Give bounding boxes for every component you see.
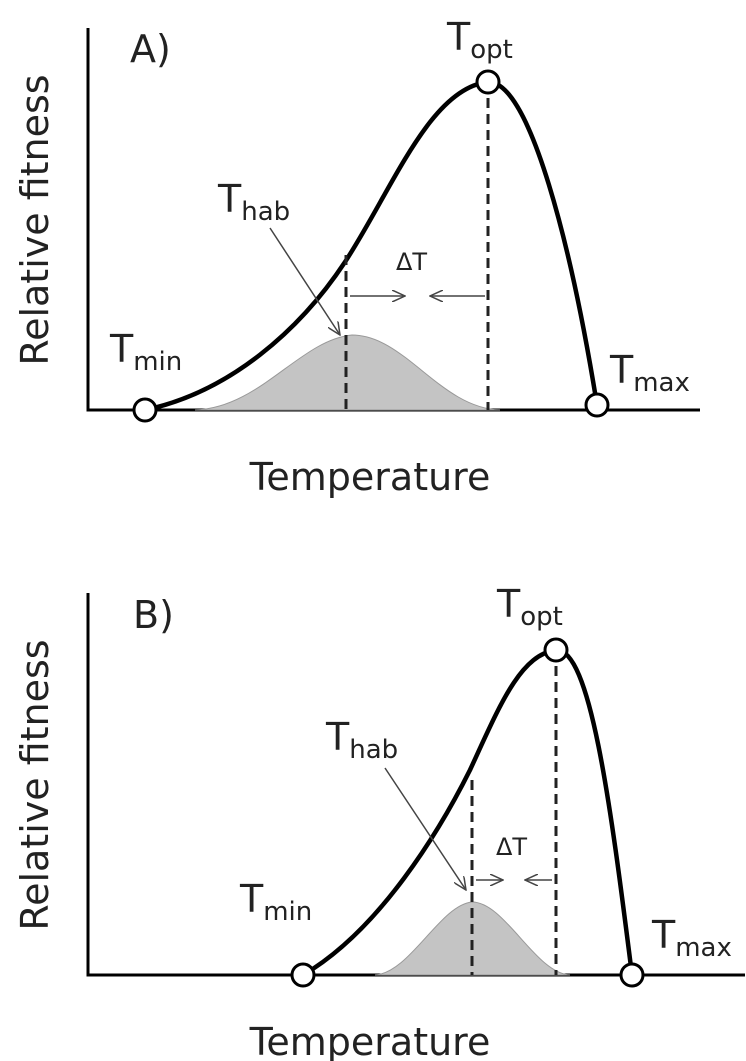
t-max-point bbox=[619, 962, 645, 988]
axes bbox=[86, 593, 745, 977]
t-hab-pointer bbox=[269, 227, 340, 335]
label-sub: max bbox=[633, 368, 690, 398]
y-axis-label: Relative fitness bbox=[13, 74, 57, 365]
label-base: T bbox=[446, 15, 471, 59]
t-opt-point bbox=[543, 637, 569, 663]
t-max-point bbox=[584, 392, 610, 418]
t-opt-point bbox=[475, 69, 501, 95]
label-sub: min bbox=[263, 897, 312, 927]
label-sub: hab bbox=[241, 197, 290, 227]
delta-t-label: ΔT bbox=[396, 248, 427, 276]
t-hab-label: Thab bbox=[325, 715, 398, 765]
panel-label: A) bbox=[130, 27, 171, 71]
t-min-label: Tmin bbox=[109, 327, 182, 377]
x-axis-label: Temperature bbox=[249, 1020, 491, 1061]
t-opt-label: Topt bbox=[446, 15, 513, 65]
t-opt-label: Topt bbox=[496, 582, 563, 632]
label-base: T bbox=[496, 582, 521, 626]
t-min-point bbox=[290, 962, 316, 988]
fitness-curve bbox=[144, 79, 600, 413]
t-hab-label: Thab bbox=[217, 177, 290, 227]
label-sub: min bbox=[133, 347, 182, 377]
label-base: T bbox=[217, 177, 242, 221]
label-sub: opt bbox=[470, 35, 513, 65]
panel-b: B) Relative fitness Temperature Topt Tha… bbox=[13, 582, 745, 1061]
panel-label: B) bbox=[133, 593, 174, 637]
label-base: T bbox=[651, 913, 676, 957]
delta-t-label: ΔT bbox=[496, 833, 527, 861]
label-sub: opt bbox=[520, 602, 563, 632]
y-axis-label: Relative fitness bbox=[13, 639, 57, 930]
label-base: T bbox=[109, 327, 134, 371]
t-hab-pointer bbox=[384, 767, 466, 890]
x-axis-label: Temperature bbox=[249, 455, 491, 499]
panel-a: A) Relative fitness Temperature Topt Tha… bbox=[13, 15, 700, 499]
t-min-point bbox=[132, 397, 158, 423]
habitat-distribution bbox=[374, 901, 571, 976]
t-max-label: Tmax bbox=[609, 348, 690, 398]
t-max-label: Tmax bbox=[651, 913, 732, 963]
fitness-curve bbox=[301, 647, 635, 977]
t-min-label: Tmin bbox=[239, 877, 312, 927]
label-sub: hab bbox=[349, 735, 398, 765]
label-base: T bbox=[239, 877, 264, 921]
label-sub: max bbox=[675, 933, 732, 963]
label-base: T bbox=[325, 715, 350, 759]
label-base: T bbox=[609, 348, 634, 392]
